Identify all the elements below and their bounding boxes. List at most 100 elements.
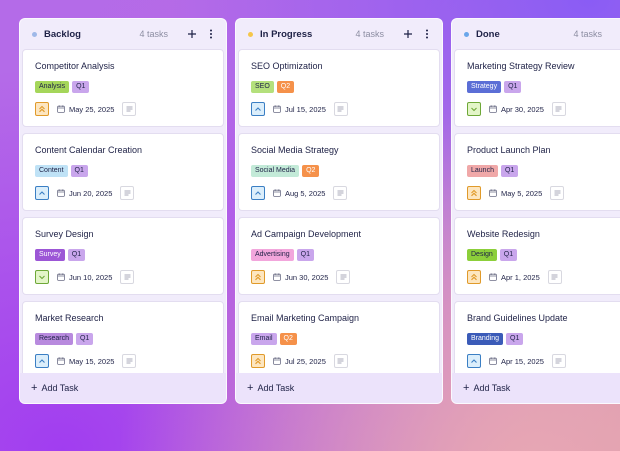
tag-list: Launch Q1 [467,165,620,177]
card-title: Content Calendar Creation [35,145,143,155]
calendar-icon [273,273,281,281]
more-options-icon[interactable] [206,29,216,39]
notes-icon[interactable] [551,102,566,116]
tag-badge: Launch [467,165,498,177]
card-title: Competitor Analysis [35,61,115,71]
chevron-up-icon[interactable] [251,186,265,200]
status-dot [248,31,253,37]
due-date: May 5, 2025 [489,186,542,200]
notes-icon[interactable] [120,270,135,284]
tag-badge: Analysis [35,81,70,93]
chevron-down-icon[interactable] [467,102,481,116]
due-date-text: Jun 20, 2025 [69,188,113,198]
double-chevron-up-icon[interactable] [35,102,49,116]
notes-icon[interactable] [333,102,348,116]
notes-icon[interactable] [550,186,565,200]
task-card[interactable]: Product Launch Plan Launch Q1 May 5, 2025 [454,133,620,211]
notes-icon[interactable] [120,186,135,200]
double-chevron-up-icon[interactable] [467,270,481,284]
task-card[interactable]: Email Marketing Campaign Email Q2 Jul 25, 2… [238,301,440,379]
add-task-button[interactable]: + Add Task [20,373,226,403]
due-date-text: Jul 25, 2025 [285,356,326,366]
chevron-up-icon[interactable] [251,102,265,116]
more-options-icon[interactable] [422,29,432,39]
column-header: Backlog 4 tasks [20,19,226,49]
tag-list: Advertising Q1 [251,249,427,261]
notes-icon[interactable] [333,186,348,200]
card-meta: Aug 5, 2025 [251,186,427,200]
notes-icon[interactable] [336,270,351,284]
due-date: May 25, 2025 [57,102,114,116]
calendar-icon [57,105,65,113]
tag-badge: Q1 [499,249,518,261]
tag-list: SEO Q2 [251,81,427,93]
card-title: Social Media Strategy [251,145,339,155]
card-title: Ad Campaign Development [251,229,362,239]
due-date: May 15, 2025 [57,354,114,368]
calendar-icon [273,105,281,113]
card-meta: Jun 10, 2025 [35,270,211,284]
tag-badge: SEO [251,81,274,93]
notes-icon[interactable] [122,354,137,368]
task-card[interactable]: Website Redesign Design Q1 Apr 1, 2025 [454,217,620,295]
chevron-up-icon[interactable] [35,354,49,368]
double-chevron-up-icon[interactable] [251,354,265,368]
column-title: Done [476,28,500,40]
column-in-progress: In Progress 4 tasks SEO Optimization SEO Q… [235,18,443,404]
notes-icon[interactable] [122,102,137,116]
tag-list: Design Q1 [467,249,620,261]
card-list: Marketing Strategy Review Strategy Q1 Apr 3… [454,49,620,392]
task-card[interactable]: Survey Design Survey Q1 Jun 10, 2025 [22,217,224,295]
due-date-text: Aug 5, 2025 [285,188,326,198]
tag-list: Strategy Q1 [467,81,620,93]
card-meta: May 25, 2025 [35,102,211,116]
column-title: Backlog [44,28,81,40]
add-task-button[interactable]: + Add Task [236,373,442,403]
double-chevron-up-icon[interactable] [251,270,265,284]
notes-icon[interactable] [547,270,562,284]
tag-badge: Q1 [70,165,88,177]
card-title: Market Research [35,313,104,323]
column-done: Done 4 tasks Marketing Strategy Review St… [451,18,620,404]
task-card[interactable]: SEO Optimization SEO Q2 Jul 15, 2025 [238,49,440,127]
task-card[interactable]: Social Media Strategy Social Media Q2 Aug 5… [238,133,440,211]
column-header: Done 4 tasks [452,19,620,49]
task-card[interactable]: Competitor Analysis Analysis Q1 May 25, 202… [22,49,224,127]
card-meta: Apr 30, 2025 [467,102,620,116]
notes-icon[interactable] [551,354,566,368]
task-card[interactable]: Market Research Research Q1 May 15, 2025 [22,301,224,379]
add-icon[interactable] [403,29,413,39]
task-card[interactable]: Brand Guidelines Update Branding Q1 Apr 15,… [454,301,620,379]
card-meta: Jun 20, 2025 [35,186,211,200]
card-meta: May 15, 2025 [35,354,211,368]
card-meta: Jul 25, 2025 [251,354,427,368]
task-count: 4 tasks [139,29,168,39]
task-count: 4 tasks [573,29,602,39]
tag-list: Email Q2 [251,333,427,345]
tag-list: Social Media Q2 [251,165,427,177]
task-card[interactable]: Marketing Strategy Review Strategy Q1 Apr 3… [454,49,620,127]
add-icon[interactable] [187,29,197,39]
add-task-button[interactable]: + Add Task [452,373,620,403]
double-chevron-up-icon[interactable] [467,186,481,200]
status-dot [464,31,469,37]
plus-icon: + [247,381,254,394]
tag-badge: Q2 [279,333,297,345]
card-list: Competitor Analysis Analysis Q1 May 25, 202… [22,49,224,392]
chevron-down-icon[interactable] [35,270,49,284]
due-date: Jun 20, 2025 [57,186,112,200]
card-list: SEO Optimization SEO Q2 Jul 15, 2025 Social… [238,49,440,392]
tag-badge: Survey [35,249,65,261]
due-date: Jul 25, 2025 [273,354,326,368]
task-card[interactable]: Content Calendar Creation Content Q1 Jun 20… [22,133,224,211]
due-date-text: Apr 15, 2025 [501,356,544,366]
due-date-text: Apr 1, 2025 [501,272,540,282]
tag-badge: Q1 [75,333,94,345]
chevron-up-icon[interactable] [467,354,481,368]
chevron-up-icon[interactable] [35,186,49,200]
task-count: 4 tasks [355,29,384,39]
add-task-label: Add Task [41,383,79,393]
notes-icon[interactable] [333,354,348,368]
task-card[interactable]: Ad Campaign Development Advertising Q1 Jun … [238,217,440,295]
